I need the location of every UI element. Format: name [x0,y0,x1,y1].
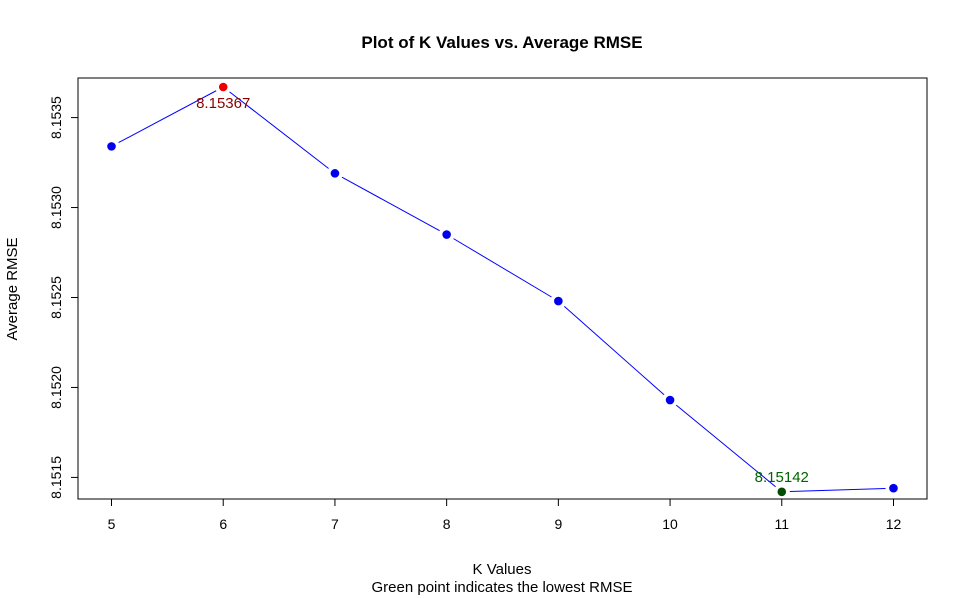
series-line-segment [118,90,217,144]
y-axis-label: Average RMSE [4,237,21,340]
x-axis-label: K Values [473,561,532,578]
series-line-segment [341,176,440,232]
plot-frame [77,77,928,500]
y-tick-label: 8.1530 [48,186,64,229]
x-tick-label: 7 [331,516,339,532]
y-tick-label: 8.1520 [48,366,64,409]
max-rmse-label: 8.15367 [196,95,250,112]
x-tick-label: 9 [554,516,562,532]
x-tick-label: 10 [662,516,678,532]
chart-title: Plot of K Values vs. Average RMSE [361,33,642,52]
data-point [442,230,451,239]
y-tick-label: 8.1515 [48,456,64,499]
min-rmse-label: 8.15142 [755,469,809,486]
data-point [665,395,675,405]
y-tick-label: 8.1525 [48,276,64,319]
series-line-segment [564,306,665,396]
x-tick-label: 6 [219,516,227,532]
annotations: 8.15367 8.15142 [196,95,809,486]
x-tick-label: 8 [443,516,451,532]
series-line-segment [789,487,886,493]
data-point-max [218,82,228,92]
series-line-segment [229,91,329,169]
data-point [107,142,116,151]
y-tick-label: 8.1535 [48,96,64,139]
x-tick-label: 11 [775,516,790,532]
series-line-segment [453,238,552,298]
y-axis: 8.1515 8.1520 8.1525 8.1530 8.1535 [48,96,79,499]
data-point [889,483,898,493]
data-point [554,296,563,306]
x-axis: 5 6 7 8 9 10 11 12 [108,498,902,532]
x-tick-label: 5 [108,516,116,532]
series-average-rmse [107,82,898,497]
x-tick-label: 12 [886,516,902,532]
chart-subtitle: Green point indicates the lowest RMSE [372,579,633,596]
data-point [330,169,340,178]
series-line-segment [675,404,776,488]
data-point-min [777,487,787,497]
